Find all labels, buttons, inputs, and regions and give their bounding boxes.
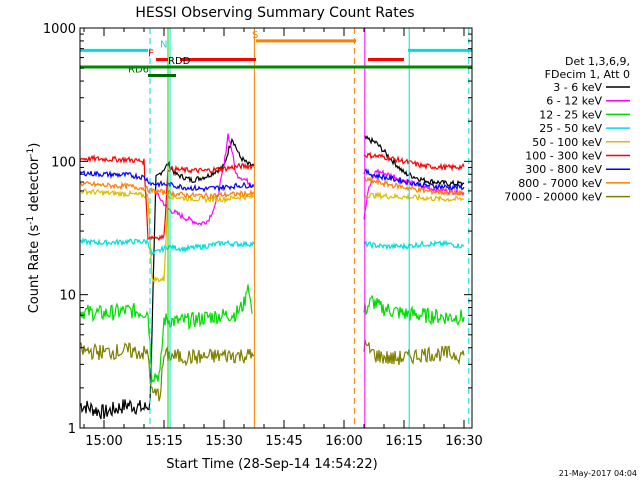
y-axis-label-mid: detector (27, 156, 42, 216)
series-line (79, 170, 255, 193)
legend-entry-label: 800 - 7000 keV (518, 177, 602, 190)
x-tick-label: 16:00 (325, 434, 362, 449)
y-tick-label: 1 (68, 422, 76, 437)
x-axis-label: Start Time (28-Sep-14 14:54:22) (166, 457, 377, 472)
chart-title: HESSI Observing Summary Count Rates (135, 5, 414, 21)
flag-label: RDD (168, 56, 191, 67)
x-axis-ticks: 15:00 15:15 15:30 15:45 16:00 16:15 16:30 (83, 28, 483, 449)
series-line (79, 137, 255, 420)
legend-entry-label: 25 - 50 keV (539, 122, 602, 135)
y-axis-label-sup2: -1 (26, 148, 36, 157)
flag-label: N (160, 39, 167, 50)
footer-date: 21-May-2017 04:04 (559, 469, 637, 478)
y-tick-label: 100 (51, 155, 76, 170)
time-markers (79, 28, 470, 428)
series-line (79, 342, 255, 402)
series-line (155, 133, 255, 227)
legend-entry-label: 7000 - 20000 keV (504, 191, 602, 204)
y-tick-label: 10 (59, 289, 76, 304)
x-tick-label: 15:15 (145, 434, 182, 449)
series-line (363, 134, 465, 187)
series-line (363, 294, 465, 327)
x-tick-label: 16:30 (445, 434, 482, 449)
legend-entry-label: 6 - 12 keV (546, 95, 602, 108)
legend-entry-label: 50 - 100 keV (532, 136, 602, 149)
legend-entry-label: 300 - 800 keV (525, 163, 602, 176)
plot-frame (79, 27, 473, 429)
legend-entry-label: 12 - 25 keV (539, 108, 602, 121)
legend-header: Det 1,3,6,9, (565, 55, 630, 68)
legend-entry-label: 3 - 6 keV (553, 81, 602, 94)
flag-bars: S NF RDD RD6 (80, 30, 472, 78)
legend-header: FDecim 1, Att 0 (545, 68, 630, 81)
series-line (79, 237, 255, 257)
series-line (363, 168, 465, 191)
series-line (363, 151, 465, 172)
x-tick-label: 15:30 (205, 434, 242, 449)
y-tick-label: 1000 (43, 22, 76, 37)
series-line (80, 188, 255, 284)
y-axis-label: Count Rate (s-1 detector-1) (26, 143, 42, 314)
y-axis-ticks: 1 10 100 1000 (43, 22, 472, 437)
x-tick-label: 15:00 (85, 434, 122, 449)
flag-label: RD6 (128, 65, 149, 76)
x-tick-label: 16:15 (385, 434, 422, 449)
series-line (363, 191, 464, 203)
y-axis-label-end: ) (27, 143, 42, 148)
flag-label: S (252, 30, 258, 41)
series-line (363, 176, 465, 197)
data-traces (79, 133, 465, 420)
y-axis-label-sup1: -1 (26, 216, 36, 225)
y-axis-label-base: Count Rate (s (27, 225, 42, 314)
series-line (363, 339, 465, 366)
series-line (79, 180, 255, 200)
flag-label: F (148, 49, 154, 60)
legend-entry-label: 100 - 300 keV (525, 150, 602, 163)
series-line (363, 239, 465, 251)
x-tick-label: 15:45 (265, 434, 302, 449)
series-line (79, 284, 253, 384)
